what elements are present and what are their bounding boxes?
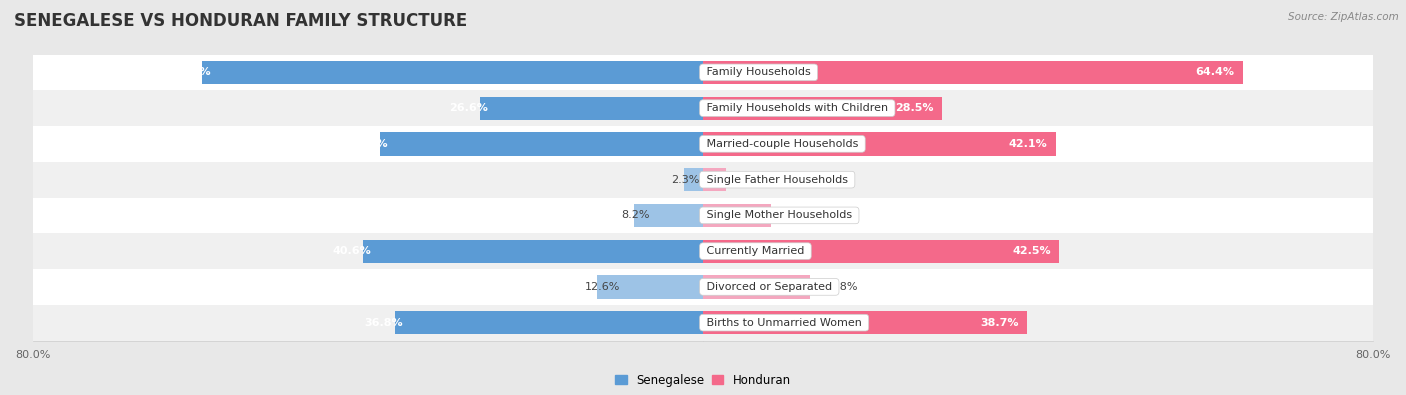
Text: Married-couple Households: Married-couple Households [703,139,862,149]
Bar [380,132,703,156]
Bar [598,275,703,299]
Text: Single Father Households: Single Father Households [703,175,852,184]
Bar [479,96,703,120]
Bar [703,96,942,120]
Text: 8.1%: 8.1% [783,211,811,220]
FancyBboxPatch shape [703,269,1374,305]
Text: 12.8%: 12.8% [823,282,858,292]
Legend: Senegalese, Honduran: Senegalese, Honduran [613,371,793,389]
Bar [363,239,703,263]
Bar [703,239,1059,263]
FancyBboxPatch shape [32,126,703,162]
Text: 2.3%: 2.3% [671,175,700,184]
Bar [202,61,703,84]
Text: 8.2%: 8.2% [621,211,650,220]
FancyBboxPatch shape [32,162,703,198]
Text: Family Households with Children: Family Households with Children [703,103,891,113]
Text: 36.8%: 36.8% [364,318,404,327]
FancyBboxPatch shape [703,305,1374,340]
Text: 28.5%: 28.5% [896,103,934,113]
Text: 59.8%: 59.8% [172,68,211,77]
Text: Single Mother Households: Single Mother Households [703,211,856,220]
FancyBboxPatch shape [703,55,1374,90]
FancyBboxPatch shape [32,305,703,340]
Text: 42.1%: 42.1% [1008,139,1047,149]
Text: Currently Married: Currently Married [703,246,808,256]
Bar [703,311,1028,334]
Text: 38.6%: 38.6% [349,139,388,149]
Bar [703,132,1056,156]
Text: Source: ZipAtlas.com: Source: ZipAtlas.com [1288,12,1399,22]
FancyBboxPatch shape [703,126,1374,162]
Text: 12.6%: 12.6% [585,282,620,292]
Bar [683,168,703,191]
Text: 26.6%: 26.6% [450,103,488,113]
Bar [703,61,1243,84]
FancyBboxPatch shape [32,90,703,126]
FancyBboxPatch shape [703,162,1374,198]
FancyBboxPatch shape [32,269,703,305]
Bar [703,204,770,227]
Text: Family Households: Family Households [703,68,814,77]
Text: 40.6%: 40.6% [332,246,371,256]
Text: 42.5%: 42.5% [1012,246,1050,256]
FancyBboxPatch shape [32,55,703,90]
Text: 64.4%: 64.4% [1195,68,1234,77]
FancyBboxPatch shape [703,198,1374,233]
Text: Births to Unmarried Women: Births to Unmarried Women [703,318,865,327]
Text: SENEGALESE VS HONDURAN FAMILY STRUCTURE: SENEGALESE VS HONDURAN FAMILY STRUCTURE [14,12,467,30]
Text: 38.7%: 38.7% [980,318,1019,327]
FancyBboxPatch shape [703,233,1374,269]
FancyBboxPatch shape [32,198,703,233]
Text: 2.8%: 2.8% [740,175,768,184]
Bar [634,204,703,227]
FancyBboxPatch shape [32,233,703,269]
FancyBboxPatch shape [703,90,1374,126]
Text: Divorced or Separated: Divorced or Separated [703,282,835,292]
Bar [395,311,703,334]
Bar [703,275,810,299]
Bar [703,168,727,191]
